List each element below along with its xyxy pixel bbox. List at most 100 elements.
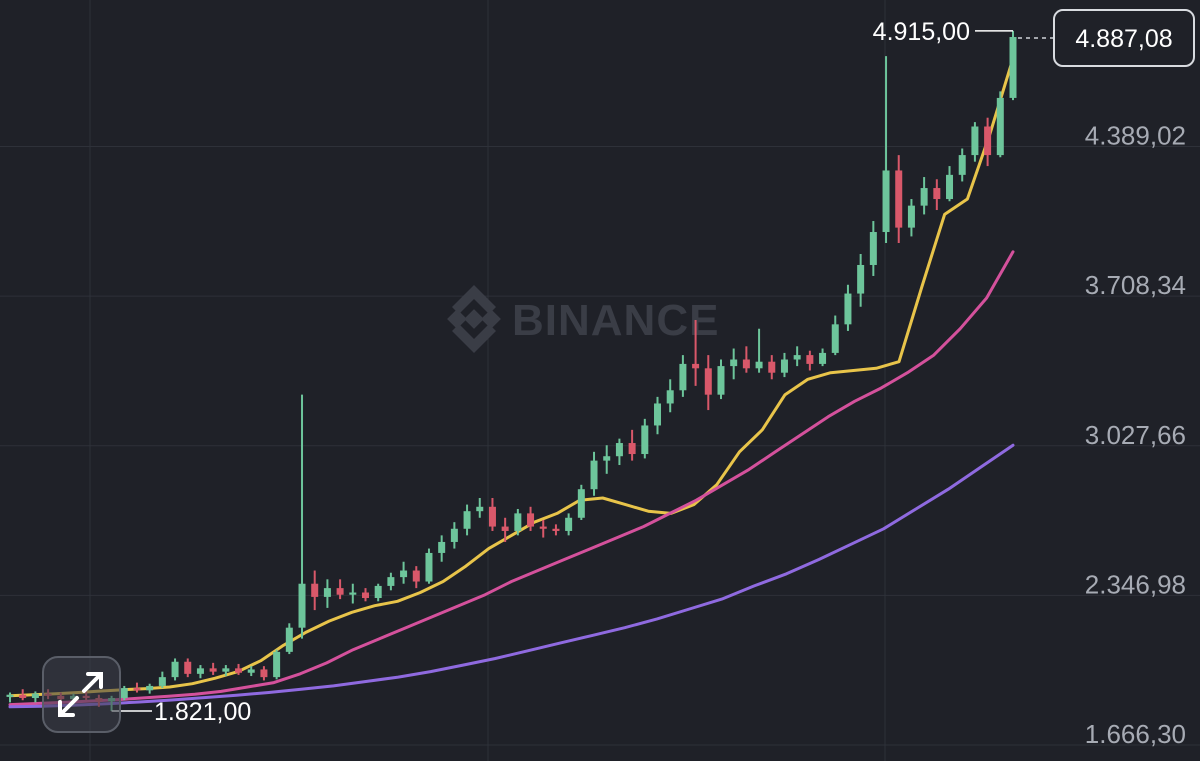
candle-69	[882, 56, 890, 244]
candle-44	[565, 513, 573, 536]
candle-30	[387, 572, 395, 591]
candle-48	[615, 438, 623, 466]
candle-body	[425, 552, 433, 582]
y-tick-label-4: 1.666,30	[1085, 719, 1186, 749]
candle-body	[463, 511, 471, 529]
candle-45	[577, 484, 585, 520]
candle-body	[946, 174, 954, 200]
current-price-box	[1053, 9, 1195, 68]
candle-46	[590, 451, 598, 496]
candle-body	[984, 126, 992, 156]
candle-body	[869, 232, 877, 265]
candle-16	[209, 662, 217, 675]
candle-59	[755, 328, 763, 373]
candle-57	[730, 348, 738, 380]
candle-21	[273, 649, 281, 680]
candle-body	[907, 205, 915, 228]
candle-27	[349, 583, 357, 604]
candle-50	[641, 418, 649, 459]
candle-body	[323, 588, 331, 597]
candle-body	[235, 668, 243, 673]
candle-body	[171, 661, 179, 678]
candle-body	[1009, 37, 1017, 98]
moving-average-lines	[8, 56, 1015, 709]
price-markers: 4.887,08 4.915,00 1.821,00	[111, 9, 1195, 726]
candle-35	[450, 522, 458, 549]
candle-42	[539, 519, 547, 538]
candle-20	[260, 666, 268, 681]
candle-body	[31, 693, 39, 699]
high-marker-label: 4.915,00	[873, 18, 970, 46]
candle-36	[463, 504, 471, 536]
candle-71	[907, 199, 915, 237]
candle-1	[19, 689, 27, 701]
candle-9	[120, 685, 128, 701]
candle-43	[552, 524, 560, 536]
candle-body	[819, 352, 827, 364]
candle-body	[628, 443, 636, 455]
candle-body	[146, 685, 154, 691]
candle-body	[387, 577, 395, 586]
candle-18	[235, 663, 243, 675]
candle-body	[565, 517, 573, 531]
watermark-text: BINANCE	[512, 296, 719, 345]
expand-button[interactable]	[42, 656, 121, 733]
candle-25	[323, 579, 331, 608]
ma-long-line	[8, 443, 1015, 709]
candle-body	[882, 170, 890, 233]
candle-73	[933, 179, 941, 211]
candle-body	[895, 170, 903, 228]
candle-51	[654, 396, 662, 435]
candle-body	[920, 188, 928, 206]
candle-61	[780, 352, 788, 378]
candle-0	[6, 692, 14, 703]
candle-body	[19, 694, 27, 699]
candle-body	[641, 425, 649, 455]
candle-39	[501, 517, 509, 542]
candle-body	[692, 363, 700, 369]
candle-body	[438, 541, 446, 553]
candle-15	[196, 665, 204, 679]
candle-56	[717, 359, 725, 400]
candle-body	[958, 155, 966, 175]
watermark: BINANCE	[447, 285, 719, 353]
candle-75	[958, 148, 966, 182]
candle-body	[361, 592, 369, 599]
candle-31	[400, 561, 408, 584]
candle-28	[361, 588, 369, 602]
candle-38	[488, 497, 496, 531]
candle-body	[996, 97, 1004, 156]
candle-76	[971, 122, 979, 162]
candle-34	[438, 535, 446, 562]
candle-body	[539, 526, 547, 529]
candle-47	[603, 445, 611, 474]
candle-body	[298, 583, 306, 628]
candle-body	[311, 583, 319, 597]
y-tick-label-1: 3.708,34	[1085, 270, 1186, 300]
candle-body	[844, 293, 852, 325]
candle-14	[184, 658, 192, 678]
y-tick-label-2: 3.027,66	[1085, 420, 1186, 450]
candle-body	[158, 677, 166, 686]
candle-41	[527, 506, 535, 531]
candle-23	[298, 394, 306, 639]
candle-body	[273, 651, 281, 678]
candle-body	[666, 390, 674, 404]
candle-body	[717, 366, 725, 395]
candle-body	[730, 359, 738, 367]
candle-body	[577, 489, 585, 518]
candle-77	[984, 117, 992, 167]
candle-37	[476, 497, 484, 518]
candle-body	[742, 359, 750, 369]
candle-58	[742, 346, 750, 373]
candle-body	[476, 506, 484, 512]
candle-body	[704, 368, 712, 395]
candle-body	[349, 592, 357, 595]
candle-body	[603, 456, 611, 461]
candle-body	[768, 361, 776, 373]
candle-body	[412, 570, 420, 582]
ma-short-line	[8, 56, 1015, 698]
